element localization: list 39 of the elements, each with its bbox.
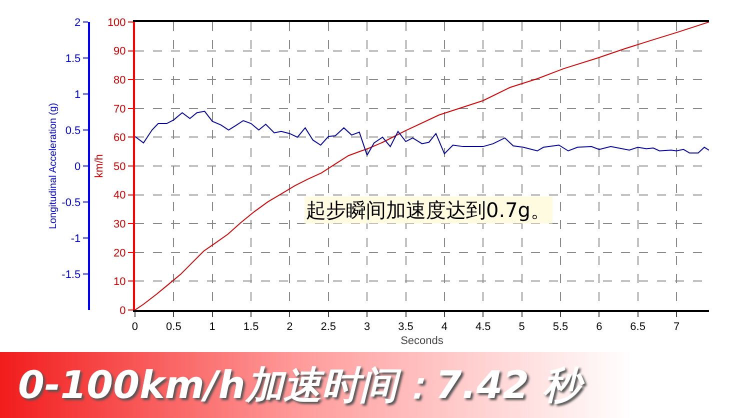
x-tick-label: 5.5: [552, 321, 568, 334]
y-tick-label: 20: [114, 247, 126, 260]
x-tick-label: 2.5: [320, 321, 336, 334]
y2-tick-label: 0.5: [65, 124, 81, 137]
x-tick-label: 4.5: [475, 321, 491, 334]
y2-tick-label: 1: [74, 88, 81, 101]
y2-tick-label: -0.5: [62, 196, 81, 209]
y2-tick-label: -1.5: [62, 268, 81, 281]
y-tick-label: 0: [120, 304, 126, 317]
x-tick-label: 4: [441, 321, 448, 334]
x-tick-label: 5: [518, 321, 525, 334]
y-tick-label: 30: [114, 218, 126, 230]
x-tick-label: 6.5: [630, 321, 646, 334]
y2-tick-label: 0: [74, 160, 81, 173]
y-axis-title: km/h: [94, 154, 106, 178]
x-tick-label: 1: [209, 321, 216, 334]
x-tick-label: 0.5: [166, 321, 182, 334]
x-tick-label: 3.5: [398, 321, 414, 334]
y-tick-label: 60: [114, 132, 126, 144]
y2-tick-label: 1.5: [65, 52, 81, 65]
x-tick-label: 2: [286, 321, 293, 334]
line-series: [135, 110, 709, 156]
y-tick-label: 50: [114, 160, 126, 173]
y-tick-label: 80: [114, 74, 126, 86]
x-tick-label: 6: [596, 321, 602, 334]
y-tick-label: 70: [114, 103, 126, 116]
y-tick-label: 10: [114, 276, 126, 288]
x-axis-title: Seconds: [400, 334, 444, 347]
y2-tick-label: -1: [70, 232, 81, 245]
y2-tick-label: 2: [74, 16, 81, 29]
x-tick-label: 0: [132, 321, 138, 334]
y-tick-label: 40: [114, 190, 126, 202]
y-tick-label: 100: [107, 16, 126, 29]
x-tick-label: 3: [364, 321, 370, 334]
x-tick-label: 1.5: [243, 321, 259, 334]
y-tick-label: 90: [114, 46, 126, 58]
annotation: 起步瞬间加速度达到0.7g。: [306, 198, 551, 222]
x-tick-label: 7: [673, 321, 680, 334]
y2-axis-title: Longitudinal Acceleration (g): [48, 102, 60, 230]
